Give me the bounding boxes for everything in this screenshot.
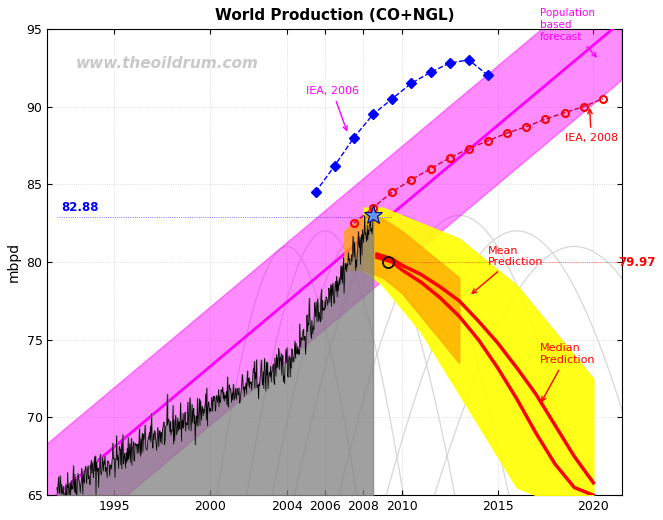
Text: IEA, 2008: IEA, 2008 — [565, 109, 618, 142]
Text: Median
Prediction: Median Prediction — [540, 343, 595, 401]
Text: Population
based
forecast: Population based forecast — [540, 8, 596, 57]
Y-axis label: mbpd: mbpd — [7, 242, 21, 282]
Text: IEA, 2006: IEA, 2006 — [306, 86, 359, 131]
Text: Mean
Prediction: Mean Prediction — [472, 245, 544, 293]
Title: World Production (CO+NGL): World Production (CO+NGL) — [215, 8, 454, 23]
Text: 82.88: 82.88 — [61, 201, 98, 214]
Text: 79.97: 79.97 — [619, 256, 656, 269]
Text: www.theoildrum.com: www.theoildrum.com — [76, 56, 259, 71]
